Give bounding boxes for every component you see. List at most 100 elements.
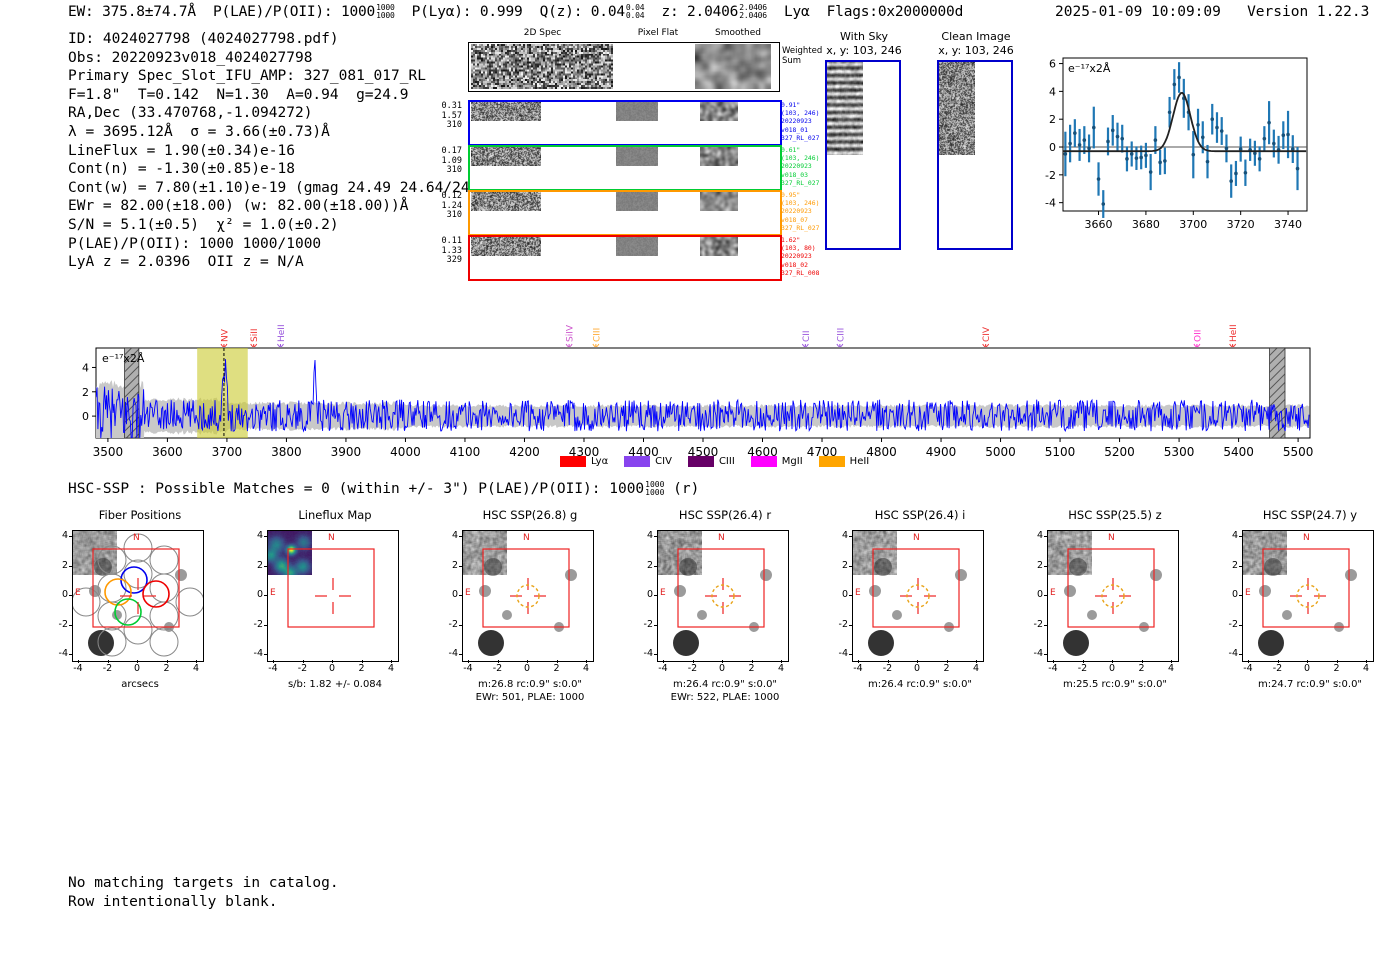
cutout-x-tick: 0 xyxy=(718,663,726,674)
tick-mark xyxy=(849,536,852,537)
cutout-image[interactable] xyxy=(1047,530,1179,662)
flags: Flags:0x2000000d xyxy=(826,4,964,20)
qz-value: 0.04 xyxy=(590,4,625,20)
cutout-image[interactable] xyxy=(72,530,204,662)
hsc-frac-hi: 1000 xyxy=(645,480,665,489)
cutout-image[interactable] xyxy=(1242,530,1374,662)
tick-mark xyxy=(107,660,109,663)
tick-mark xyxy=(69,654,72,655)
cutout-x-tick: -2 xyxy=(882,663,893,674)
cutout-y-tick: -4 xyxy=(838,648,848,659)
cutout-y-tick: 2 xyxy=(61,559,68,571)
cutout-y-tick: 0 xyxy=(451,589,458,600)
source-blob xyxy=(1063,630,1089,656)
source-blob xyxy=(869,585,881,597)
target-circle xyxy=(1296,584,1320,608)
tick-mark xyxy=(1141,660,1143,663)
x-tick: 4900 xyxy=(926,445,957,459)
emission-marker-tick xyxy=(1193,343,1201,347)
fiber-circle xyxy=(149,601,179,631)
stat-value: 0.12 xyxy=(441,191,462,201)
header-right: 2025-01-09 10:09:09 Version 1.22.3 xyxy=(1055,4,1369,20)
tick-mark xyxy=(69,595,72,596)
masked-region xyxy=(1269,348,1286,438)
data-point xyxy=(1106,139,1110,144)
data-point xyxy=(1148,170,1153,174)
cutout-overlay xyxy=(1067,548,1155,628)
fiber-circle xyxy=(149,627,179,657)
x-tick: 4700 xyxy=(807,445,838,459)
tick-mark xyxy=(1248,660,1249,663)
spec2d-panel: 2D Spec Pixel Flat Smoothed Weighted Sum 0.3… xyxy=(428,28,822,281)
cutout-caption-1: m:26.4 rc:0.9" s:0.0" xyxy=(672,679,778,690)
footer-line-1: Row intentionally blank. xyxy=(68,894,278,910)
source-blob xyxy=(892,610,902,620)
x-tick: 4000 xyxy=(390,445,421,459)
spec2d-row-1-stats: 0.17 1.09 310 xyxy=(428,146,462,176)
data-point xyxy=(1091,125,1096,130)
data-point xyxy=(1101,202,1106,206)
fiber-highlight-green xyxy=(114,598,142,626)
cutout-x-tick: 4 xyxy=(387,663,395,674)
cutout-x-tick: -4 xyxy=(1048,663,1058,674)
tick-mark xyxy=(497,660,499,663)
small-cutout-image-1 xyxy=(937,60,1013,250)
stat-value: 1.57 xyxy=(441,110,462,121)
hsc-suffix: (r) xyxy=(673,481,700,497)
qz-hi: 0.04 xyxy=(625,3,645,12)
y-tick: 6 xyxy=(1049,58,1056,71)
cutout-y-tick: 4 xyxy=(841,530,848,541)
stat-value: 1.33 xyxy=(441,245,462,256)
spec2d-row-3-meta: 1.62" (103, 80) 20220923 v018_02 327_RL_… xyxy=(781,236,820,277)
cutout-y-tick: -2 xyxy=(253,618,263,630)
cutout-x-tick: 4 xyxy=(1362,663,1370,674)
tick-mark xyxy=(1044,565,1047,567)
cutout-y-tick: 2 xyxy=(841,559,848,571)
fiber-circle xyxy=(97,545,127,575)
cutout-y-tick: 0 xyxy=(256,589,263,600)
source-blob xyxy=(1264,558,1282,576)
stat-value: 310 xyxy=(446,165,462,175)
cutout-title: Fiber Positions xyxy=(98,508,182,522)
cutout-overlay xyxy=(73,533,203,657)
cutout-y-tick: -2 xyxy=(1033,618,1043,630)
cutout-y-tick: 0 xyxy=(841,589,848,600)
cutout-x-tick: 2 xyxy=(1138,663,1145,674)
compass-north: N xyxy=(1303,533,1310,543)
cutout-y-tick: 4 xyxy=(1036,530,1043,541)
small-cutout-title-0: With Sky xyxy=(840,30,888,43)
target-circle xyxy=(906,584,930,608)
source-blob xyxy=(502,610,512,620)
summary-header: EW: 375.8±74.7Å P(LAE)/P(OII): 1000 1000 1… xyxy=(68,3,964,21)
info-line-2: Primary Spec_Slot_IFU_AMP: 327_081_017_R… xyxy=(68,68,426,85)
cutout-y-tick: -4 xyxy=(58,648,68,659)
stat-value: 0.31 xyxy=(441,101,462,111)
data-point xyxy=(1229,179,1233,183)
x-tick: 4400 xyxy=(628,445,659,459)
emission-marker-label: NV xyxy=(220,328,230,342)
tick-mark xyxy=(1044,654,1047,655)
cutout-image[interactable] xyxy=(657,530,789,662)
tick-mark xyxy=(654,624,657,626)
tick-mark xyxy=(459,624,462,626)
emission-marker-tick xyxy=(220,343,228,347)
tick-mark xyxy=(751,660,753,663)
cutout-caption-2: EWr: 522, PLAE: 1000 xyxy=(670,692,780,703)
cutout-image[interactable] xyxy=(267,530,399,662)
emission-marker-tick xyxy=(565,343,573,347)
cutout-title: HSC SSP(24.7) y xyxy=(1262,508,1358,522)
source-blob xyxy=(1345,569,1357,581)
tick-mark xyxy=(1082,660,1084,663)
cutout-image[interactable] xyxy=(852,530,984,662)
stat-value: 329 xyxy=(446,255,462,265)
cutout-x-tick: 0 xyxy=(913,663,921,674)
cutout-image[interactable] xyxy=(462,530,594,662)
cutout-x-tick: 4 xyxy=(582,663,590,674)
data-point xyxy=(1177,75,1181,80)
cutout-x-tick: 0 xyxy=(1303,663,1311,674)
cutout-x-tick: 2 xyxy=(943,663,950,674)
fiber-circle xyxy=(175,587,203,617)
cutout-y-tick: 4 xyxy=(646,530,653,541)
cutout-overlay xyxy=(482,548,570,628)
small-cutout-image-0 xyxy=(825,60,901,250)
